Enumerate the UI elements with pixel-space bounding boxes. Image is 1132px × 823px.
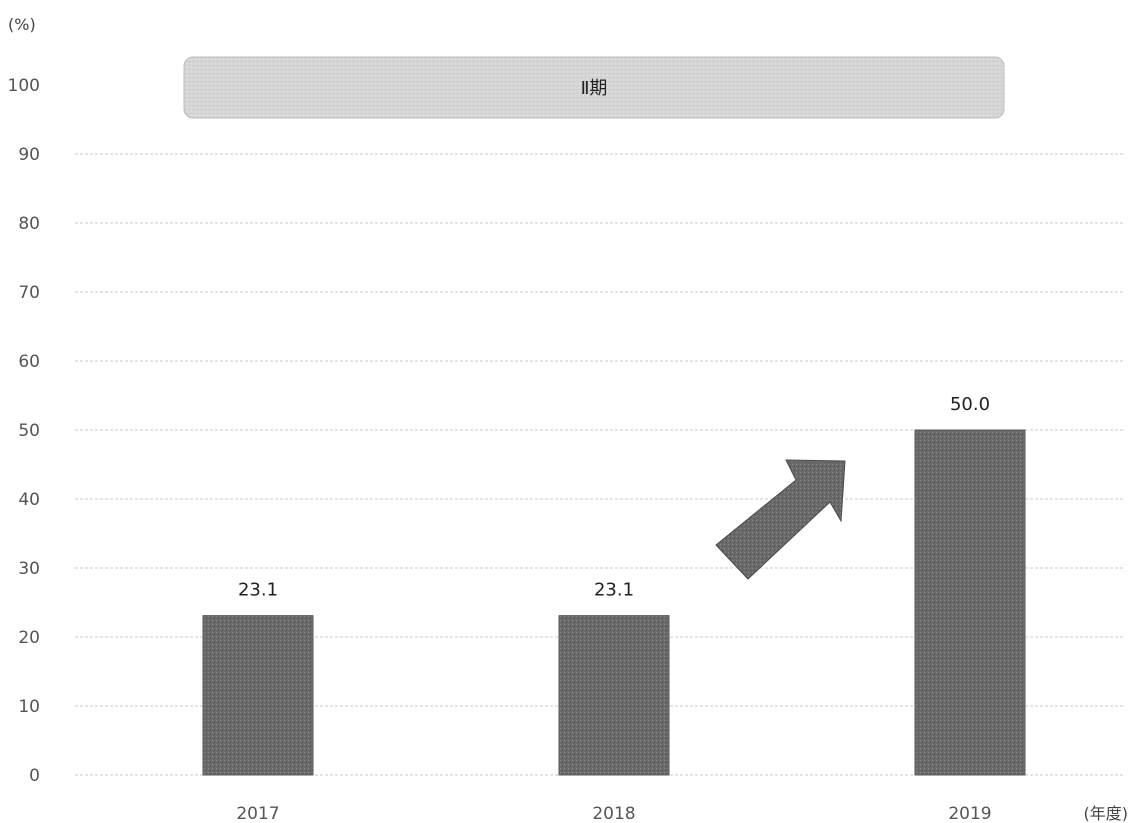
- x-tick-label: 2017: [236, 804, 279, 823]
- bar: [202, 615, 314, 776]
- period-banner: Ⅱ期: [183, 56, 1005, 119]
- data-label: 23.1: [238, 580, 278, 601]
- y-tick-label: 0: [29, 766, 40, 786]
- x-axis-unit-label: (年度): [1084, 804, 1129, 823]
- y-tick-label: 50: [18, 421, 40, 441]
- y-tick-label: 90: [18, 145, 40, 165]
- y-tick-label: 10: [18, 697, 40, 717]
- up-right-arrow-icon: [715, 459, 846, 580]
- y-tick-label: 20: [18, 628, 40, 648]
- bars: [202, 429, 1026, 776]
- data-labels: 23.1 23.1 50.0: [238, 394, 990, 601]
- y-tick-label: 40: [18, 490, 40, 510]
- bar: [558, 615, 670, 776]
- x-axis-tick-labels: 2017 2018 2019: [236, 804, 991, 823]
- y-tick-label: 80: [18, 214, 40, 234]
- y-tick-label: 60: [18, 352, 40, 372]
- y-tick-label: 100: [8, 76, 40, 96]
- data-label: 50.0: [950, 394, 990, 415]
- y-axis-unit-label: (%): [8, 15, 36, 34]
- period-banner-box: [183, 56, 1005, 119]
- period-banner-label: Ⅱ期: [581, 78, 608, 99]
- y-tick-label: 30: [18, 559, 40, 579]
- data-label: 23.1: [594, 580, 634, 601]
- x-tick-label: 2018: [592, 804, 635, 823]
- y-tick-label: 70: [18, 283, 40, 303]
- y-axis-tick-labels: 0 10 20 30 40 50 60 70 80 90 100: [8, 76, 40, 786]
- bar: [914, 429, 1026, 776]
- x-tick-label: 2019: [948, 804, 991, 823]
